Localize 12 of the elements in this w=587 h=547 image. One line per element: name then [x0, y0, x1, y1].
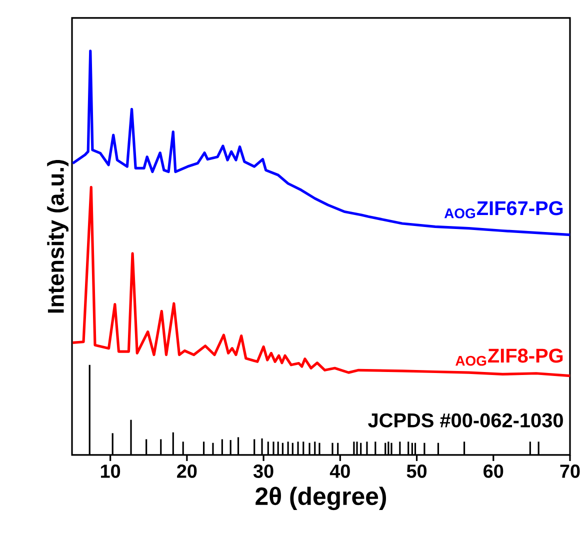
- series-label: $_{AOG}$ZIF8-PG: [456, 348, 563, 366]
- x-tick-label: 50: [406, 464, 427, 478]
- x-tick-label: 30: [253, 464, 274, 478]
- y-axis-title: Intensity (a.u.): [47, 160, 68, 313]
- x-tick-label: 60: [484, 464, 504, 478]
- x-tick-label: 10: [100, 464, 120, 478]
- x-axis-title: 2θ (degree): [256, 486, 386, 510]
- x-tick-label: 40: [330, 464, 350, 478]
- x-tick-label: 20: [177, 464, 197, 478]
- series-label: JCPDS #00-062-1030: [368, 413, 563, 428]
- series-label: $_{AOG}$ZIF67-PG: [444, 201, 563, 218]
- x-tick-label: 70: [560, 464, 580, 478]
